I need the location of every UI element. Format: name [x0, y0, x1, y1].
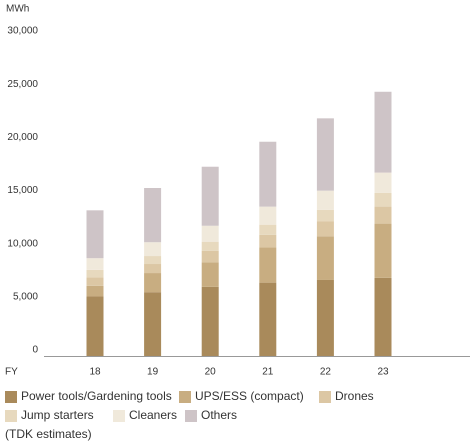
bar-segment [374, 192, 392, 207]
bar-segment [201, 166, 219, 226]
bar-segment [144, 187, 162, 243]
legend-swatch [319, 391, 331, 403]
bar-segment [86, 285, 104, 297]
legend-swatch [5, 391, 17, 403]
y-axis-label: MWh [6, 4, 29, 15]
bar-segment [201, 241, 219, 251]
bar-segment [86, 277, 104, 286]
legend-label: Jump starters [21, 408, 94, 422]
bar-segment [86, 258, 104, 270]
bar-segment [144, 242, 162, 257]
legend-label: Power tools/Gardening tools [21, 389, 172, 403]
legend-label: UPS/ESS (compact) [195, 389, 304, 403]
bar-segment [259, 234, 277, 248]
bar-segment [144, 292, 162, 356]
x-tick-label: 23 [377, 367, 389, 378]
bar-segment [201, 225, 219, 242]
legend-swatch [5, 410, 17, 422]
bar-segment [259, 224, 277, 235]
bar-segment [374, 206, 392, 224]
x-tick-label: 21 [262, 367, 274, 378]
x-tick-label: 19 [147, 367, 159, 378]
bar-segment [86, 210, 104, 259]
bar-segment [201, 250, 219, 263]
legend-swatch [185, 410, 197, 422]
y-tick-label: 0 [32, 345, 38, 356]
x-tick-label: 18 [89, 367, 101, 378]
bar-segment [201, 262, 219, 287]
bar-segment [259, 141, 277, 207]
y-tick-label: 20,000 [7, 132, 38, 143]
bar-segment [86, 269, 104, 278]
y-tick-label: 10,000 [7, 238, 38, 249]
bar-segment [374, 277, 392, 356]
bar-segment [86, 296, 104, 356]
bar-segment [316, 118, 334, 191]
bar-segment [316, 190, 334, 210]
bar-segment [259, 282, 277, 356]
bar-segment [259, 247, 277, 283]
bar-segment [144, 264, 162, 274]
x-tick-label: 20 [205, 367, 217, 378]
x-axis-label: FY [5, 367, 18, 378]
y-tick-label: 5,000 [13, 291, 38, 302]
x-tick-label: 22 [320, 367, 332, 378]
note: (TDK estimates) [5, 427, 92, 441]
y-tick-label: 25,000 [7, 79, 38, 90]
legend-swatch [179, 391, 191, 403]
bar-segment [144, 256, 162, 265]
bar-segment [259, 206, 277, 225]
bar-segment [316, 209, 334, 222]
legend-label: Others [201, 408, 237, 422]
legend-label: Cleaners [129, 408, 177, 422]
bar-segment [316, 236, 334, 280]
bar-segment [374, 172, 392, 193]
y-tick-label: 30,000 [7, 26, 38, 37]
bar-segment [316, 221, 334, 237]
y-tick-label: 15,000 [7, 185, 38, 196]
bar-segment [144, 273, 162, 293]
bar-segment [374, 223, 392, 278]
bar-segment [374, 91, 392, 173]
bar-segment [316, 279, 334, 356]
legend-swatch [113, 410, 125, 422]
bar-segment [201, 286, 219, 356]
legend-label: Drones [335, 389, 374, 403]
